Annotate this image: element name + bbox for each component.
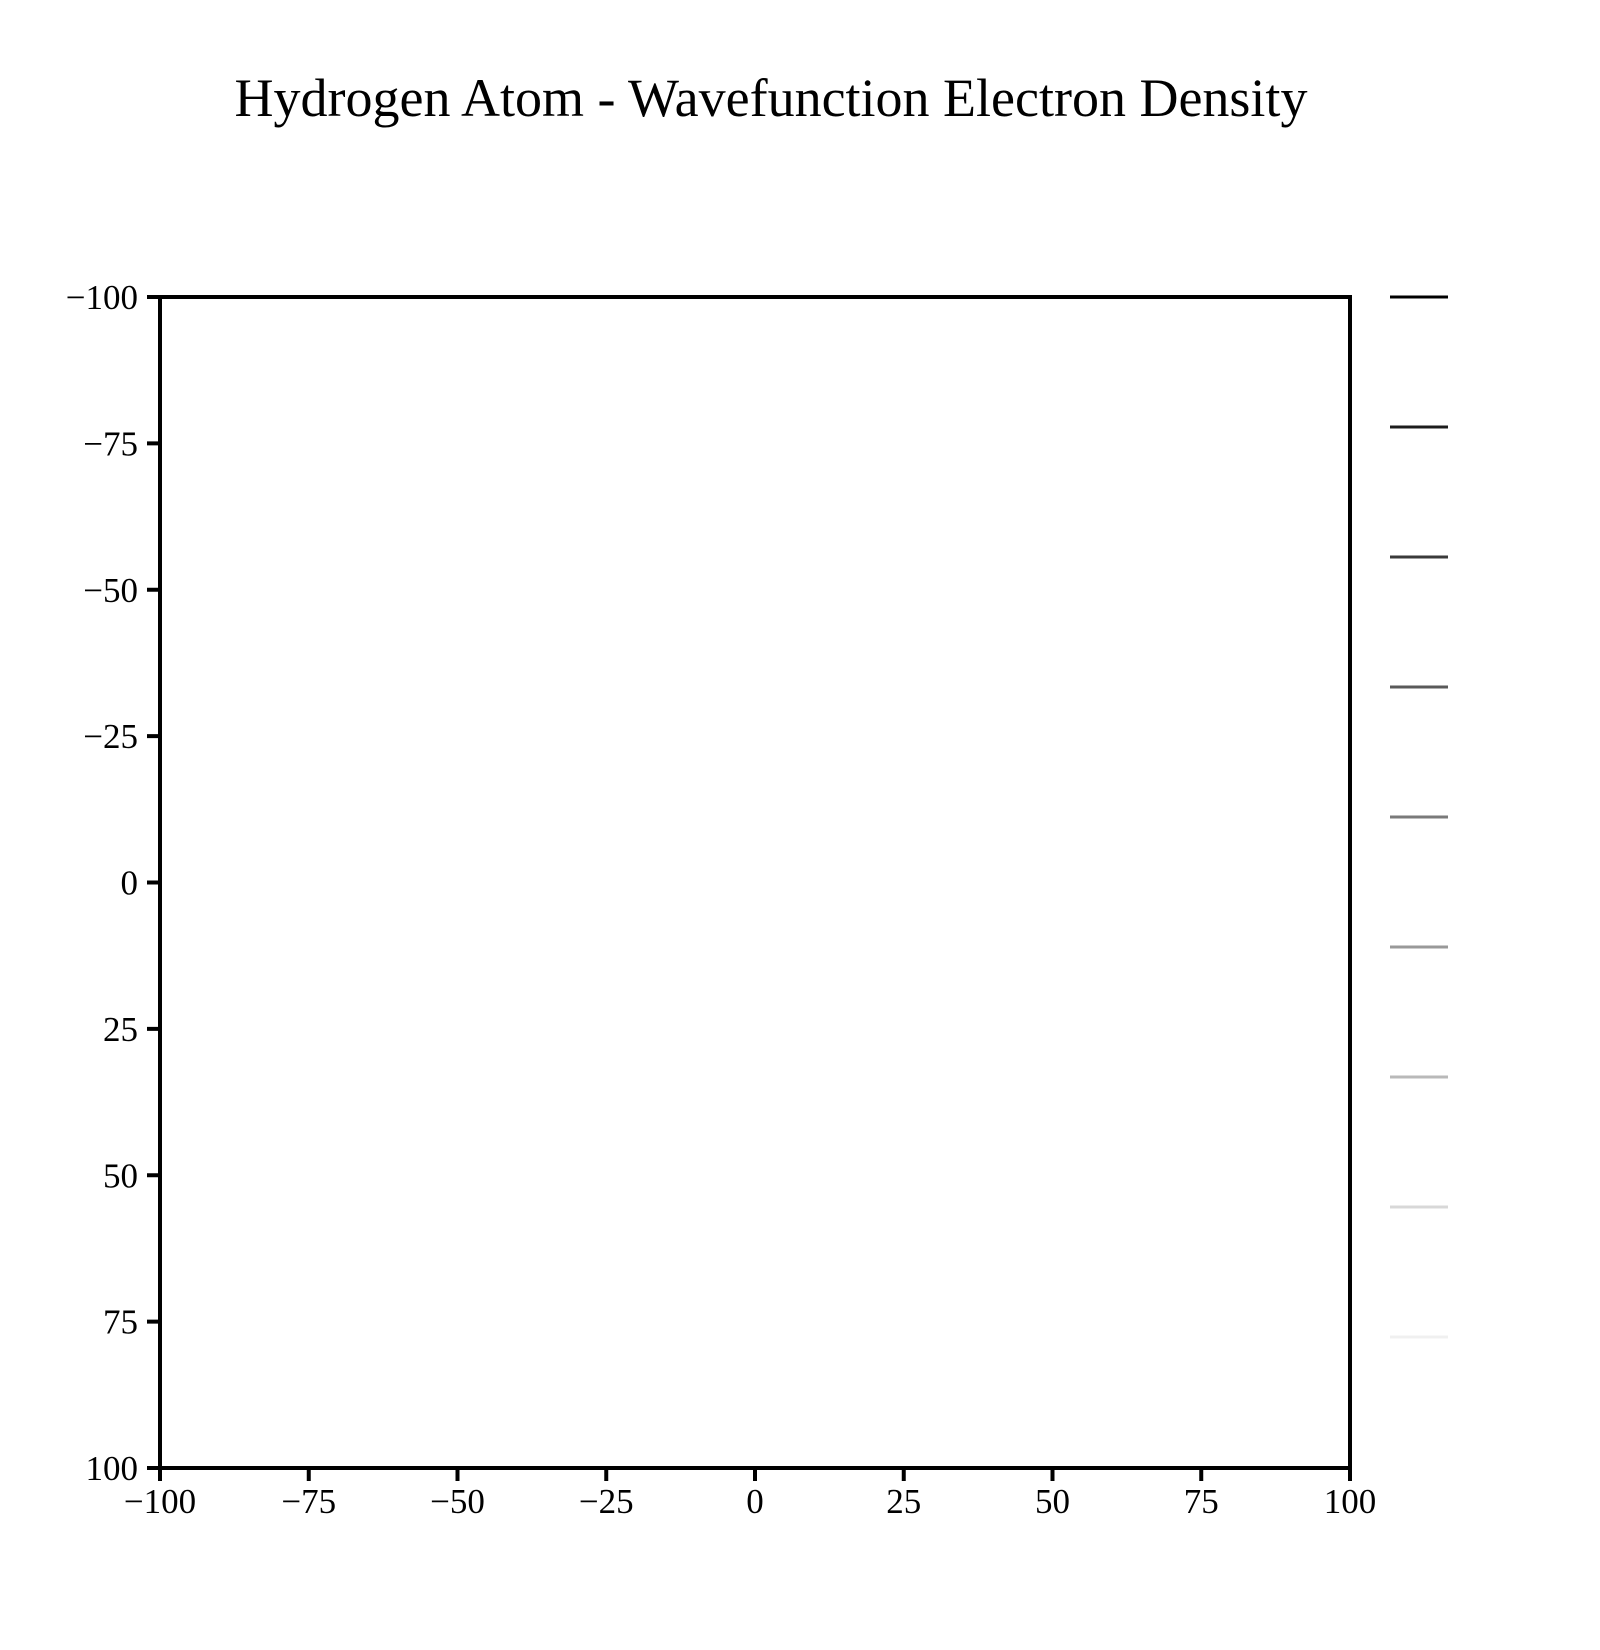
- legend: [1390, 295, 1448, 1339]
- y-tick-label: 25: [103, 1010, 138, 1049]
- x-tick-label: −100: [124, 1482, 196, 1521]
- x-tick-label: 0: [746, 1482, 764, 1521]
- plot-area: [158, 295, 1352, 1470]
- y-tick-label: 75: [103, 1303, 138, 1342]
- y-tick-label: −25: [83, 717, 138, 756]
- y-tick-label: −100: [66, 278, 138, 317]
- x-tick-label: 75: [1184, 1482, 1219, 1521]
- x-tick-label: −75: [281, 1482, 336, 1521]
- y-tick-label: −75: [83, 424, 138, 463]
- y-tick-label: 50: [103, 1156, 138, 1195]
- y-tick-label: −50: [83, 571, 138, 610]
- x-tick-label: 50: [1035, 1482, 1070, 1521]
- x-tick-label: −50: [430, 1482, 485, 1521]
- y-tick-label: 100: [86, 1449, 139, 1488]
- x-tick-label: 25: [886, 1482, 921, 1521]
- x-tick-label: −25: [579, 1482, 634, 1521]
- y-tick-label: 0: [121, 864, 139, 903]
- y-axis: −100 −75 −50 −25 0 25 50 75 100: [66, 278, 160, 1488]
- chart-title: Hydrogen Atom - Wavefunction Electron De…: [235, 68, 1308, 128]
- x-axis: −100 −75 −50 −25 0 25 50 75 100: [124, 1468, 1376, 1521]
- x-tick-label: 100: [1324, 1482, 1377, 1521]
